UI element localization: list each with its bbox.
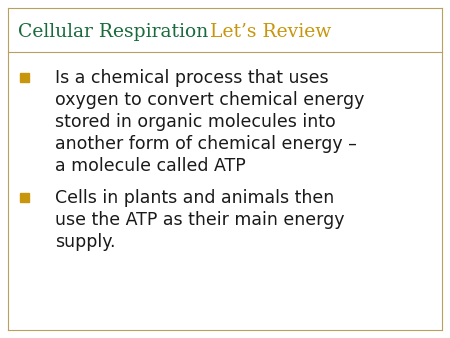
Text: supply.: supply. — [55, 233, 116, 251]
Text: Cellular Respiration: Cellular Respiration — [18, 23, 208, 41]
Bar — [20, 193, 29, 201]
Bar — [20, 72, 29, 81]
Text: Is a chemical process that uses: Is a chemical process that uses — [55, 69, 328, 87]
Text: oxygen to convert chemical energy: oxygen to convert chemical energy — [55, 91, 364, 109]
Text: Cells in plants and animals then: Cells in plants and animals then — [55, 189, 334, 207]
Text: another form of chemical energy –: another form of chemical energy – — [55, 135, 357, 153]
Text: a molecule called ATP: a molecule called ATP — [55, 157, 246, 175]
Text: Let’s Review: Let’s Review — [210, 23, 331, 41]
Text: use the ATP as their main energy: use the ATP as their main energy — [55, 211, 345, 229]
Text: stored in organic molecules into: stored in organic molecules into — [55, 113, 336, 131]
